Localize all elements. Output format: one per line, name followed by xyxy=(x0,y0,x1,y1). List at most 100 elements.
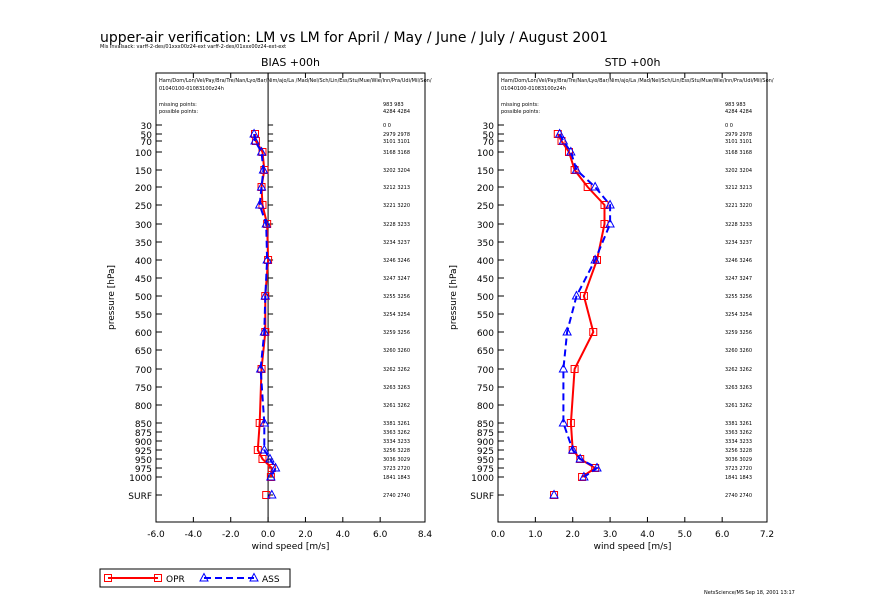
y-tick-label: 550 xyxy=(135,311,152,321)
y-tick-label: 975 xyxy=(477,465,494,475)
count-label: 3254 3254 xyxy=(383,312,410,318)
missing-label: missing points: xyxy=(159,102,197,108)
x-axis-label: wind speed [m/s] xyxy=(252,542,330,552)
series-line xyxy=(558,133,612,478)
y-axis-label: pressure [hPa] xyxy=(107,265,117,330)
possible-label: possible points: xyxy=(159,109,198,115)
x-tick-label: 5.0 xyxy=(678,530,693,540)
station-list: Ham/Dom/Lon/Vel/Pay/Bra/Tre/Nan/Lyo/Bar/… xyxy=(159,78,432,84)
data-point xyxy=(605,218,615,228)
count-label: 3234 3237 xyxy=(383,240,410,246)
data-point xyxy=(558,363,569,373)
count-label: 3228 3233 xyxy=(383,222,410,228)
y-tick-label: 700 xyxy=(477,366,494,376)
count-label: 3259 3256 xyxy=(383,330,410,336)
count-label: 3228 3233 xyxy=(725,222,752,228)
legend-label: ASS xyxy=(262,575,280,585)
y-tick-label: 1000 xyxy=(129,474,152,484)
y-tick-label: 350 xyxy=(477,239,494,249)
y-tick-label: 975 xyxy=(135,465,152,475)
main-title: upper-air verification: LM vs LM for Apr… xyxy=(100,30,609,46)
count-label: 3246 3246 xyxy=(725,258,752,264)
plot-frame xyxy=(155,72,426,523)
count-label: 3363 3262 xyxy=(383,430,410,436)
y-tick-label: 30 xyxy=(483,122,495,132)
count-label: 3363 3262 xyxy=(725,430,752,436)
legend-marker xyxy=(154,574,162,582)
count-label: 2979 2978 xyxy=(725,132,752,138)
y-tick-label: 50 xyxy=(483,131,495,141)
x-tick-label: 7.2 xyxy=(760,530,774,540)
x-tick-label: -6.0 xyxy=(147,530,165,540)
y-tick-label: 925 xyxy=(477,447,494,457)
y-tick-label: 1000 xyxy=(471,474,494,484)
y-tick-label: 950 xyxy=(135,456,152,466)
y-tick-label: 850 xyxy=(477,420,494,430)
data-point xyxy=(254,199,265,209)
data-point xyxy=(256,181,267,191)
y-tick-label: 100 xyxy=(135,149,152,159)
plot-frame xyxy=(497,72,768,523)
y-tick-label: 600 xyxy=(135,329,152,339)
count-label: 3101 3101 xyxy=(725,139,752,145)
count-label: 3263 3263 xyxy=(725,385,752,391)
y-tick-label: 500 xyxy=(477,293,494,303)
series-ass xyxy=(249,128,281,499)
y-tick-label: 500 xyxy=(135,293,152,303)
y-tick-label: 800 xyxy=(477,402,494,412)
y-tick-label: 400 xyxy=(477,257,494,267)
data-point xyxy=(566,419,575,427)
x-tick-label: 0.0 xyxy=(261,530,276,540)
series-line xyxy=(556,133,606,478)
y-tick-label: 400 xyxy=(135,257,152,267)
legend: OPR ASS xyxy=(99,568,291,588)
y-tick-label: SURF xyxy=(128,492,152,502)
data-point xyxy=(590,181,600,191)
series-opr xyxy=(550,130,609,499)
count-label: 2740 2740 xyxy=(383,493,410,499)
chart-panel-bias: BIAS +00h Ham/Dom/Lon/Vel/Pay/Bra/Tre/Nan… xyxy=(107,56,432,552)
missing-values: 983 983 xyxy=(383,102,404,108)
y-tick-label: 925 xyxy=(135,447,152,457)
count-label: 3256 3228 xyxy=(725,448,752,454)
file-info: Mis Invalsack: varff-2-des/01xxx00z24-ex… xyxy=(100,44,287,50)
x-tick-label: 2.0 xyxy=(566,530,581,540)
x-tick-label: 6.0 xyxy=(373,530,388,540)
data-point xyxy=(571,290,582,300)
x-tick-label: -4.0 xyxy=(185,530,203,540)
y-tick-label: 50 xyxy=(141,131,153,141)
data-point xyxy=(250,135,260,145)
data-point xyxy=(567,444,578,454)
x-tick-label: 3.0 xyxy=(603,530,618,540)
data-point xyxy=(253,446,262,454)
data-point xyxy=(583,183,592,191)
possible-values: 4284 4284 xyxy=(725,109,752,115)
count-label: 3221 3220 xyxy=(725,203,752,209)
missing-values: 983 983 xyxy=(725,102,746,108)
count-label: 3036 3029 xyxy=(383,457,410,463)
count-label: 3381 3261 xyxy=(383,421,410,427)
x-tick-label: -2.0 xyxy=(222,530,240,540)
x-axis-label: wind speed [m/s] xyxy=(594,542,672,552)
x-tick-label: 8.4 xyxy=(418,530,433,540)
y-tick-label: 300 xyxy=(135,221,152,231)
data-point xyxy=(249,128,259,138)
count-label: 3212 3213 xyxy=(725,185,752,191)
count-label: 3036 3029 xyxy=(725,457,752,463)
count-label: 3255 3256 xyxy=(383,294,410,300)
data-point xyxy=(566,146,576,156)
count-label: 3247 3247 xyxy=(383,276,410,282)
timestamp: NetsScience/MS Sep 18, 2001 13:17 xyxy=(704,590,795,596)
data-point xyxy=(575,453,586,463)
series-ass xyxy=(549,128,615,499)
count-label: 3212 3213 xyxy=(383,185,410,191)
data-point xyxy=(259,444,270,454)
count-label: 3334 3233 xyxy=(725,439,752,445)
data-point xyxy=(592,462,602,472)
y-tick-label: 750 xyxy=(477,384,494,394)
data-point xyxy=(255,363,266,373)
data-point xyxy=(579,292,588,300)
y-tick-label: 350 xyxy=(135,239,152,249)
y-tick-label: 650 xyxy=(135,347,152,357)
x-tick-label: 6.0 xyxy=(715,530,730,540)
